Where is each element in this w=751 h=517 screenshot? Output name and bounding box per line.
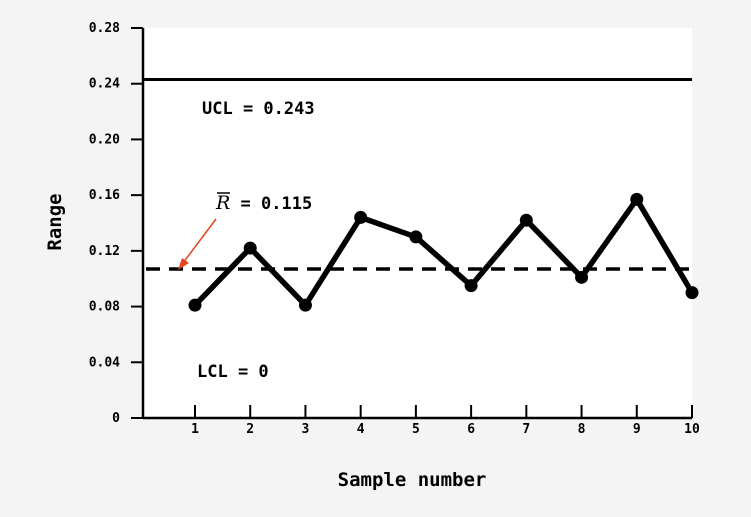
data-point [575, 270, 589, 284]
data-point [630, 192, 644, 206]
lcl-label: LCL = 0 [197, 362, 269, 382]
plot-background [143, 28, 692, 418]
x-tick-label: 3 [302, 422, 310, 437]
x-axis-ticks: 1 2 3 4 5 6 7 8 9 10 [191, 405, 700, 437]
y-tick-label: 0.20 [89, 132, 120, 147]
data-point [685, 286, 699, 300]
data-point [354, 210, 368, 224]
y-tick-label: 0.16 [89, 188, 120, 203]
y-axis-ticks: 0 0.04 0.08 0.12 0.16 0.20 0.24 0.28 [89, 21, 143, 426]
x-tick-label: 9 [633, 422, 641, 437]
center-label-symbol: R [215, 192, 230, 214]
y-tick-label: 0.08 [89, 300, 120, 315]
x-tick-label: 10 [684, 422, 700, 437]
data-point [243, 241, 257, 255]
y-tick-label: 0 [112, 411, 120, 426]
series-markers [188, 192, 699, 312]
x-tick-label: 7 [522, 422, 530, 437]
data-point [188, 298, 202, 312]
center-label-value: = 0.115 [230, 194, 312, 214]
center-line-pointer-arrowhead [178, 258, 189, 270]
ucl-label: UCL = 0.243 [202, 99, 315, 119]
data-point [464, 279, 478, 293]
x-tick-label: 4 [357, 422, 365, 437]
data-point [409, 230, 423, 244]
x-tick-label: 1 [191, 422, 199, 437]
y-axis-title: Range [44, 193, 66, 250]
data-point [298, 298, 312, 312]
x-axis-title: Sample number [338, 469, 487, 491]
y-tick-label: 0.28 [89, 21, 120, 36]
x-tick-label: 2 [246, 422, 254, 437]
series-line [192, 196, 695, 308]
center-line-pointer-arrow [182, 218, 217, 264]
x-tick-label: 8 [578, 422, 586, 437]
center-label: R = 0.115 [215, 192, 312, 214]
x-tick-label: 6 [467, 422, 475, 437]
data-point [519, 213, 533, 227]
x-tick-label: 5 [412, 422, 420, 437]
y-tick-label: 0.24 [89, 77, 120, 92]
y-tick-label: 0.12 [89, 244, 120, 259]
y-tick-label: 0.04 [89, 355, 120, 370]
